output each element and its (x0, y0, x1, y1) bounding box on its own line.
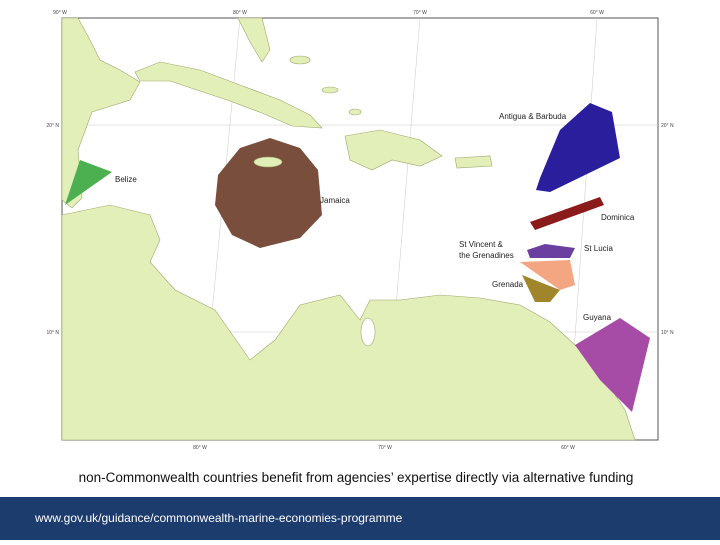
region-antigua (536, 103, 620, 192)
graticule-label: 80° W (193, 445, 207, 451)
graticule-label: 70° W (413, 10, 427, 16)
graticule-label: 20° N (46, 123, 59, 129)
island (348, 108, 362, 116)
region-label: St Lucia (584, 244, 613, 253)
graticule-label: 90° W (53, 10, 67, 16)
cuba (134, 61, 323, 129)
region-label: the Grenadines (459, 251, 514, 260)
region-label: Antigua & Barbuda (499, 112, 567, 121)
region-st-lucia (527, 244, 575, 258)
puerto-rico (454, 155, 493, 169)
region-belize (65, 160, 112, 205)
island (321, 86, 339, 94)
region-st-vincent (520, 260, 575, 290)
region-grenada (522, 275, 560, 302)
graticule-label: 10° N (661, 330, 674, 336)
footer-url: www.gov.uk/guidance/commonwealth-marine-… (34, 511, 403, 525)
eez-regions (65, 103, 650, 412)
region-label: Belize (115, 175, 137, 184)
graticule-label: 80° W (233, 10, 247, 16)
graticule-label: 60° W (590, 10, 604, 16)
island (289, 55, 311, 65)
jamaica-island (253, 156, 283, 168)
region-jamaica (215, 138, 322, 248)
hispaniola (344, 129, 443, 171)
graticule-label: 20° N (661, 123, 674, 129)
mexico (61, 17, 141, 209)
lake (360, 317, 376, 347)
florida (237, 17, 271, 63)
region-guyana (575, 318, 650, 412)
land (61, 17, 636, 441)
graticule-labels: 90° W 80° W 70° W 60° W 80° W 70° W 60° … (46, 10, 674, 451)
region-labels: Belize Jamaica Antigua & Barbuda Dominic… (115, 112, 635, 322)
region-dominica (530, 197, 604, 230)
region-label: Grenada (492, 280, 524, 289)
graticule-label: 70° W (378, 445, 392, 451)
region-label: Dominica (601, 213, 635, 222)
footer-bar (0, 497, 720, 540)
graticule-label: 10° N (46, 330, 59, 336)
caption: non-Commonwealth countries benefit from … (79, 470, 634, 485)
region-label: Jamaica (320, 196, 350, 205)
region-label: Guyana (583, 313, 612, 322)
region-label: St Vincent & (459, 240, 504, 249)
graticule-label: 60° W (561, 445, 575, 451)
